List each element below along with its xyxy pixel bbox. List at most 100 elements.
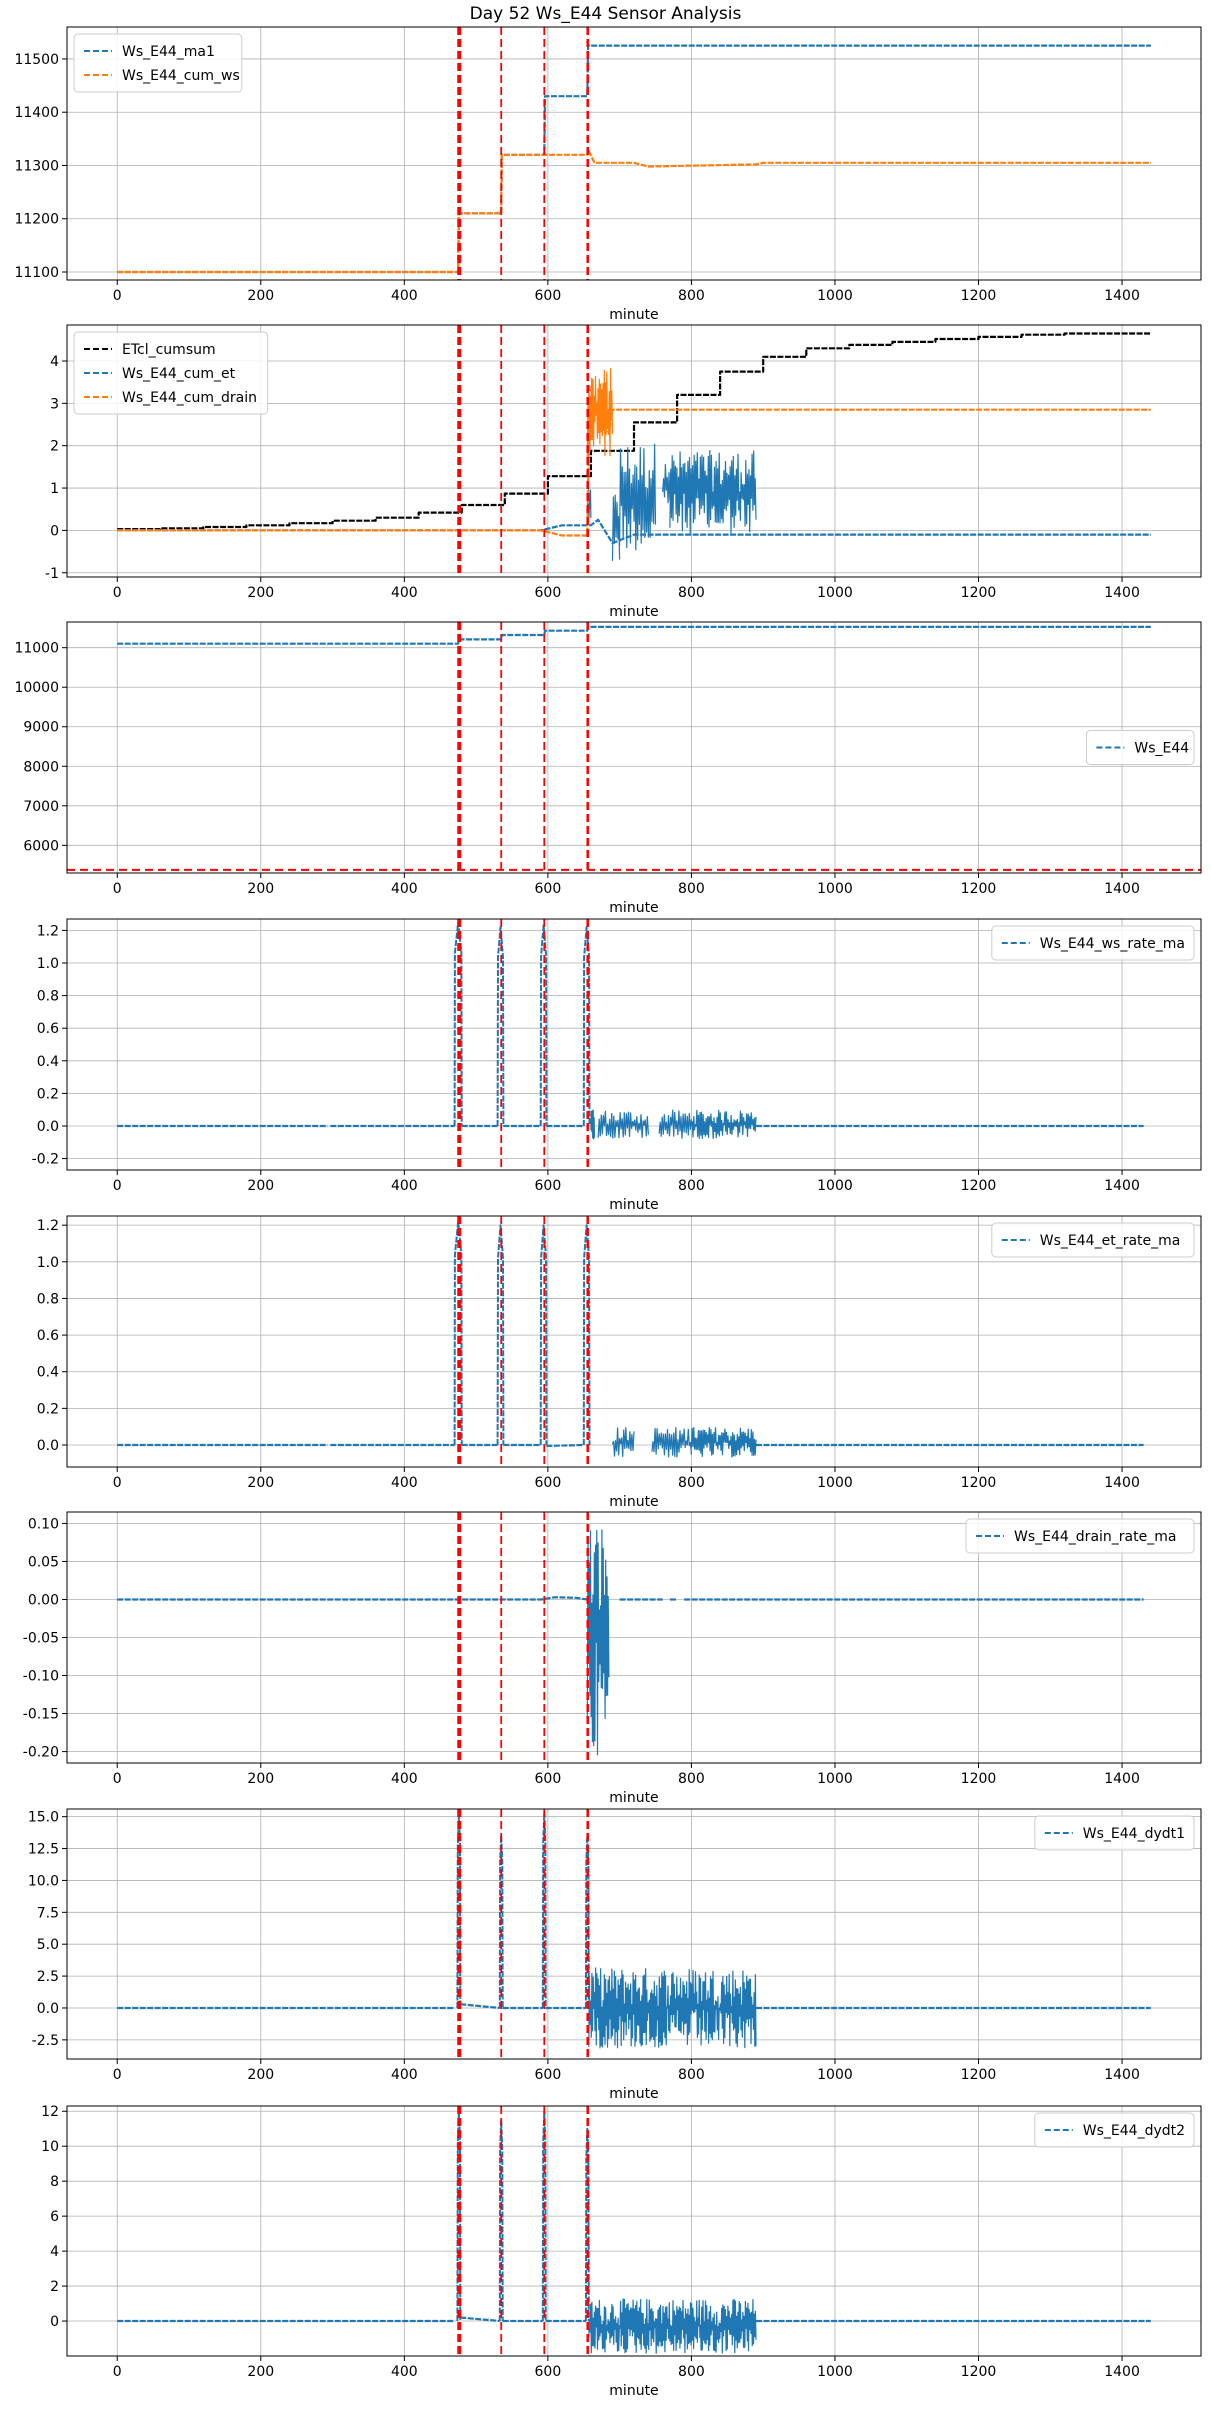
x-tick-label: 200 — [247, 288, 274, 304]
x-tick-label: 200 — [247, 2067, 274, 2083]
y-tick-label: 2 — [50, 2279, 59, 2295]
chart-panel-6: 0 200 400 600 800 1000 1200 1400 -0.20 -0.15 -0.10… — [23, 1511, 1202, 1806]
chart-panel-2: 0 200 400 600 800 1000 1200 1400 -1 0 1 2 3 4 minute ET… — [45, 324, 1202, 620]
legend: Ws_E44_ma1 Ws_E44_cum_ws — [73, 33, 243, 93]
legend-box — [1034, 2112, 1195, 2148]
legend-label: ETcl_cumsum — [122, 342, 216, 358]
x-tick-label: 1400 — [1104, 585, 1140, 601]
x-tick-label: 1200 — [961, 288, 997, 304]
x-tick-label: 400 — [391, 1178, 418, 1194]
axes-frame — [66, 621, 1202, 874]
x-tick-label: 400 — [391, 2067, 418, 2083]
series-line — [584, 1834, 590, 2009]
series-Ws_E44_ma1 — [117, 44, 1151, 274]
series-line — [546, 1443, 584, 1447]
series-noise — [662, 464, 671, 504]
x-tick-label: 1000 — [817, 1475, 853, 1491]
series-Ws_E44_et_rate_ma — [117, 1220, 1144, 1458]
x-tick-label: 600 — [535, 1771, 562, 1787]
y-tick-label: 0.0 — [37, 1119, 59, 1135]
series-line — [582, 1224, 591, 1446]
y-tick-label: 0.4 — [37, 1054, 59, 1070]
x-tick-label: 1200 — [961, 585, 997, 601]
x-axis-label: minute — [609, 900, 658, 916]
chart-panel-3: 0 200 400 600 800 1000 1200 1400 6000 7000 8000 900… — [14, 621, 1202, 916]
y-tick-label: 0.8 — [37, 1291, 59, 1307]
y-tick-label: 15.0 — [28, 1810, 59, 1826]
legend-label: Ws_E44_et_rate_ma — [1040, 1233, 1181, 1249]
x-axis-label: minute — [609, 1197, 658, 1213]
y-tick-label: 0.2 — [37, 1086, 59, 1102]
series-line — [453, 1220, 463, 1446]
legend-box — [965, 1518, 1195, 1554]
y-tick-label: 0.10 — [28, 1516, 59, 1532]
y-tick-label: 4 — [50, 2244, 59, 2260]
x-tick-label: 400 — [391, 881, 418, 897]
x-tick-label: 0 — [113, 585, 122, 601]
x-tick-label: 1000 — [817, 1771, 853, 1787]
legend-label: Ws_E44_ws_rate_ma — [1040, 936, 1185, 952]
x-tick-label: 1400 — [1104, 2364, 1140, 2380]
y-tick-label: 10000 — [14, 680, 59, 696]
y-tick-label: -0.2 — [32, 1152, 59, 1168]
legend: Ws_E44_dydt1 — [1034, 1815, 1195, 1851]
axes-frame — [66, 918, 1202, 1171]
plot-area — [117, 1809, 1151, 2059]
x-tick-label: 1200 — [961, 1178, 997, 1194]
series-line — [117, 1596, 588, 1601]
series-noise — [651, 1427, 692, 1458]
figure-title: Day 52 Ws_E44 Sensor Analysis — [469, 4, 742, 24]
legend-label: Ws_E44_cum_drain — [122, 390, 257, 406]
x-tick-label: 800 — [678, 1178, 705, 1194]
series-noise — [586, 368, 614, 458]
x-tick-label: 600 — [535, 881, 562, 897]
x-tick-label: 0 — [113, 1771, 122, 1787]
x-tick-label: 200 — [247, 1475, 274, 1491]
series-line — [541, 2110, 547, 2322]
series-Ws_E44_cum_ws — [117, 148, 1151, 274]
y-tick-label: 0.0 — [37, 1438, 59, 1454]
y-tick-label: 0 — [50, 523, 59, 539]
y-tick-label: 0.4 — [37, 1365, 59, 1381]
x-tick-label: 800 — [678, 2067, 705, 2083]
x-tick-label: 1200 — [961, 2067, 997, 2083]
x-tick-label: 0 — [113, 1475, 122, 1491]
y-tick-label: 7000 — [23, 799, 59, 815]
legend-box — [73, 33, 243, 93]
x-tick-label: 800 — [678, 2364, 705, 2380]
legend: Ws_E44_et_rate_ma — [991, 1222, 1195, 1258]
series-noise — [658, 1109, 692, 1139]
y-tick-label: -0.05 — [23, 1631, 59, 1647]
x-tick-label: 1200 — [961, 881, 997, 897]
y-tick-label: 0.6 — [37, 1021, 59, 1037]
legend-label: Ws_E44 — [1134, 741, 1189, 757]
x-tick-label: 1200 — [961, 1771, 997, 1787]
y-tick-label: 9000 — [23, 720, 59, 736]
series-noise — [669, 449, 757, 535]
x-tick-label: 400 — [391, 585, 418, 601]
series-Ws_E44_ws_rate_ma — [117, 921, 1144, 1140]
series-Ws_E44_dydt1 — [117, 1811, 1151, 2049]
x-tick-label: 1200 — [961, 1475, 997, 1491]
plot-area — [117, 1216, 1144, 1467]
x-tick-label: 1000 — [817, 1178, 853, 1194]
x-tick-label: 1000 — [817, 288, 853, 304]
series-line — [584, 2127, 590, 2322]
x-tick-label: 1000 — [817, 2067, 853, 2083]
legend-label: Ws_E44_dydt2 — [1083, 2123, 1185, 2139]
y-tick-label: 12 — [41, 2104, 59, 2120]
y-tick-label: 0.05 — [28, 1554, 59, 1570]
y-tick-label: -0.15 — [23, 1707, 59, 1723]
chart-panel-1: 0 200 400 600 800 1000 1200 1400 11100 11200 11300… — [14, 26, 1202, 323]
x-tick-label: 800 — [678, 585, 705, 601]
series-line — [539, 1224, 548, 1446]
x-tick-label: 600 — [535, 2364, 562, 2380]
series-noise — [690, 1427, 757, 1458]
plot-area — [117, 2106, 1151, 2356]
y-tick-label: 0.6 — [37, 1328, 59, 1344]
series-noise — [586, 1529, 610, 1756]
x-tick-label: 400 — [391, 2364, 418, 2380]
series-noise — [590, 1109, 596, 1140]
x-tick-label: 1000 — [817, 585, 853, 601]
